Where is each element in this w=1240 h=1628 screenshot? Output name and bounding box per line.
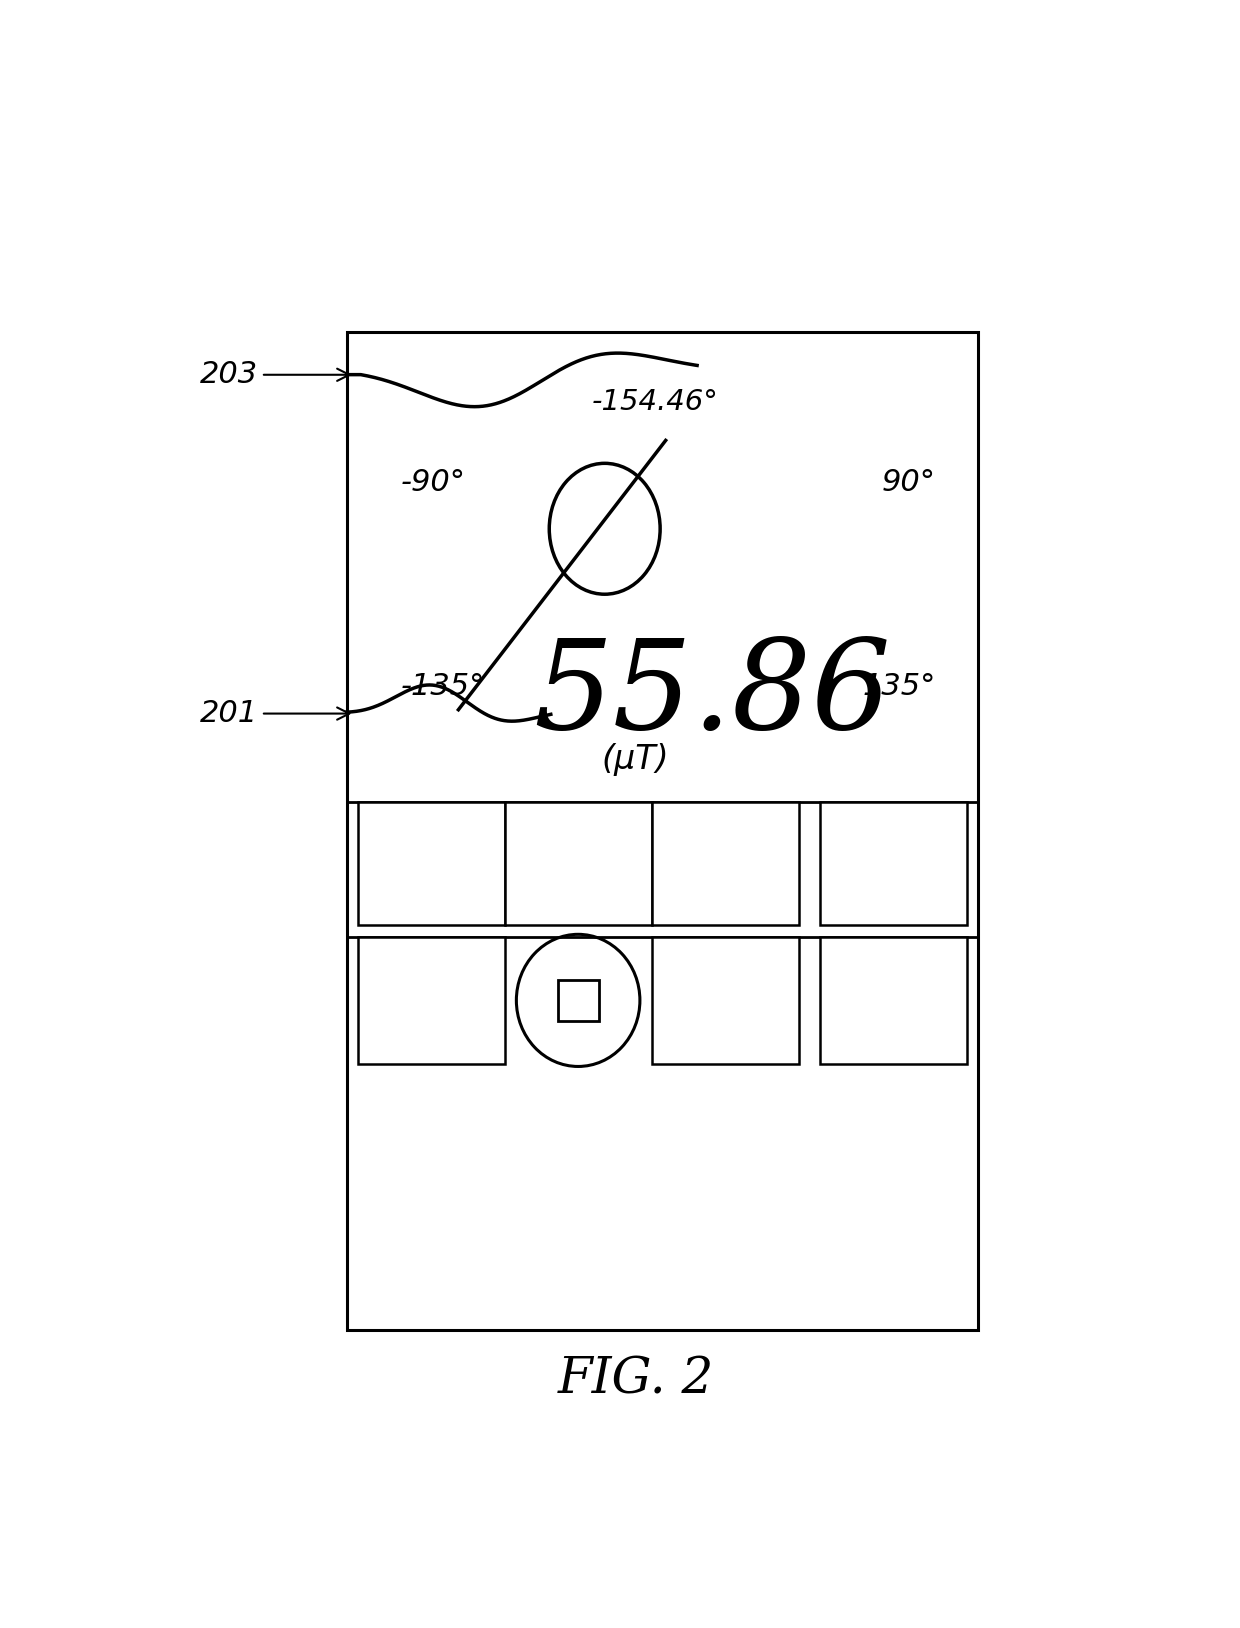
Text: (μT): (μT) [601, 744, 670, 777]
Text: 203: 203 [200, 360, 350, 389]
Text: Hold: Hold [687, 983, 763, 1018]
Bar [821, 936, 967, 1065]
Bar [652, 803, 799, 925]
Text: 90°: 90° [882, 469, 936, 497]
Text: Angle: Angle [383, 983, 479, 1018]
Text: Time: Time [537, 847, 619, 881]
Bar [347, 332, 978, 1330]
Bar [505, 803, 652, 925]
Text: Snap: Snap [852, 847, 936, 881]
Bar [357, 936, 505, 1065]
Text: Scoop: Scoop [381, 847, 482, 881]
Bar [821, 803, 967, 925]
Text: -154.46°: -154.46° [591, 387, 718, 415]
Text: 55.86: 55.86 [533, 633, 892, 755]
Text: 135°: 135° [863, 672, 936, 702]
Text: FFT: FFT [696, 847, 754, 881]
Bar [357, 803, 505, 925]
Text: FIG. 2: FIG. 2 [557, 1354, 714, 1405]
Text: 201: 201 [200, 698, 350, 728]
Bar [558, 980, 599, 1021]
Text: Info: Info [862, 983, 925, 1018]
Bar [652, 936, 799, 1065]
Text: -135°: -135° [401, 672, 485, 702]
Text: -90°: -90° [401, 469, 466, 497]
